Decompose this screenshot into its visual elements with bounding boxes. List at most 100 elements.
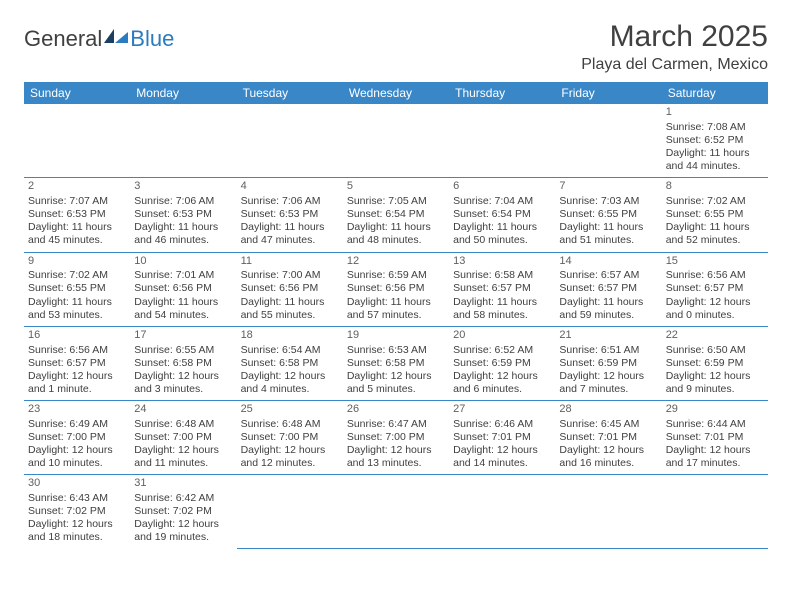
- cell-line: Sunrise: 6:51 AM: [559, 344, 657, 357]
- cell-line: and 0 minutes.: [666, 309, 764, 322]
- calendar-cell: 11Sunrise: 7:00 AMSunset: 6:56 PMDayligh…: [237, 252, 343, 326]
- cell-line: and 51 minutes.: [559, 234, 657, 247]
- calendar-week-row: 30Sunrise: 6:43 AMSunset: 7:02 PMDayligh…: [24, 475, 768, 549]
- cell-line: Sunrise: 6:58 AM: [453, 269, 551, 282]
- calendar-cell: 17Sunrise: 6:55 AMSunset: 6:58 PMDayligh…: [130, 326, 236, 400]
- cell-line: and 54 minutes.: [134, 309, 232, 322]
- calendar-cell: 1Sunrise: 7:08 AMSunset: 6:52 PMDaylight…: [662, 104, 768, 178]
- logo: General Blue: [24, 26, 174, 52]
- cell-line: and 4 minutes.: [241, 383, 339, 396]
- title-block: March 2025 Playa del Carmen, Mexico: [581, 20, 768, 74]
- calendar-cell: 26Sunrise: 6:47 AMSunset: 7:00 PMDayligh…: [343, 401, 449, 475]
- cell-line: Sunrise: 6:53 AM: [347, 344, 445, 357]
- cell-line: Sunset: 7:00 PM: [241, 431, 339, 444]
- calendar-cell: 10Sunrise: 7:01 AMSunset: 6:56 PMDayligh…: [130, 252, 236, 326]
- day-number: 14: [559, 255, 657, 269]
- cell-line: and 19 minutes.: [134, 531, 232, 544]
- cell-line: Daylight: 12 hours: [241, 370, 339, 383]
- calendar-week-row: 1Sunrise: 7:08 AMSunset: 6:52 PMDaylight…: [24, 104, 768, 178]
- calendar-cell: 2Sunrise: 7:07 AMSunset: 6:53 PMDaylight…: [24, 178, 130, 252]
- cell-line: Sunset: 6:53 PM: [28, 208, 126, 221]
- cell-line: Daylight: 11 hours: [453, 221, 551, 234]
- day-number: 30: [28, 477, 126, 491]
- cell-line: and 55 minutes.: [241, 309, 339, 322]
- calendar-cell: [555, 475, 661, 549]
- cell-line: Sunset: 6:57 PM: [559, 282, 657, 295]
- day-number: 21: [559, 329, 657, 343]
- calendar-table: Sunday Monday Tuesday Wednesday Thursday…: [24, 82, 768, 549]
- cell-line: Sunset: 6:57 PM: [666, 282, 764, 295]
- cell-line: Sunrise: 6:50 AM: [666, 344, 764, 357]
- weekday-header: Tuesday: [237, 82, 343, 104]
- cell-line: Daylight: 12 hours: [134, 518, 232, 531]
- cell-line: and 47 minutes.: [241, 234, 339, 247]
- cell-line: Daylight: 11 hours: [666, 147, 764, 160]
- header: General Blue March 2025 Playa del Carmen…: [24, 20, 768, 74]
- cell-line: Sunset: 6:58 PM: [134, 357, 232, 370]
- cell-line: Sunrise: 6:55 AM: [134, 344, 232, 357]
- calendar-cell: 9Sunrise: 7:02 AMSunset: 6:55 PMDaylight…: [24, 252, 130, 326]
- calendar-body: 1Sunrise: 7:08 AMSunset: 6:52 PMDaylight…: [24, 104, 768, 549]
- day-number: 23: [28, 403, 126, 417]
- cell-line: Sunrise: 7:01 AM: [134, 269, 232, 282]
- calendar-cell: 12Sunrise: 6:59 AMSunset: 6:56 PMDayligh…: [343, 252, 449, 326]
- calendar-cell: 20Sunrise: 6:52 AMSunset: 6:59 PMDayligh…: [449, 326, 555, 400]
- calendar-cell: 7Sunrise: 7:03 AMSunset: 6:55 PMDaylight…: [555, 178, 661, 252]
- cell-line: Sunrise: 6:59 AM: [347, 269, 445, 282]
- cell-line: Sunrise: 6:56 AM: [28, 344, 126, 357]
- cell-line: and 6 minutes.: [453, 383, 551, 396]
- cell-line: Daylight: 12 hours: [28, 370, 126, 383]
- cell-line: Sunset: 6:56 PM: [347, 282, 445, 295]
- cell-line: Sunrise: 7:07 AM: [28, 195, 126, 208]
- page-title: March 2025: [581, 20, 768, 54]
- cell-line: Sunrise: 7:05 AM: [347, 195, 445, 208]
- cell-line: and 13 minutes.: [347, 457, 445, 470]
- day-number: 9: [28, 255, 126, 269]
- cell-line: and 7 minutes.: [559, 383, 657, 396]
- cell-line: Sunset: 6:59 PM: [453, 357, 551, 370]
- day-number: 6: [453, 180, 551, 194]
- cell-line: Sunset: 6:58 PM: [347, 357, 445, 370]
- cell-line: Sunset: 6:59 PM: [559, 357, 657, 370]
- day-number: 22: [666, 329, 764, 343]
- calendar-cell: [555, 104, 661, 178]
- day-number: 20: [453, 329, 551, 343]
- calendar-cell: [130, 104, 236, 178]
- calendar-week-row: 2Sunrise: 7:07 AMSunset: 6:53 PMDaylight…: [24, 178, 768, 252]
- cell-line: Daylight: 12 hours: [28, 444, 126, 457]
- calendar-cell: [343, 475, 449, 549]
- calendar-cell: 18Sunrise: 6:54 AMSunset: 6:58 PMDayligh…: [237, 326, 343, 400]
- day-number: 3: [134, 180, 232, 194]
- logo-text-1: General: [24, 26, 102, 52]
- calendar-cell: 31Sunrise: 6:42 AMSunset: 7:02 PMDayligh…: [130, 475, 236, 549]
- cell-line: Sunrise: 7:00 AM: [241, 269, 339, 282]
- cell-line: Sunrise: 7:03 AM: [559, 195, 657, 208]
- cell-line: Sunset: 7:00 PM: [28, 431, 126, 444]
- cell-line: Sunrise: 6:47 AM: [347, 418, 445, 431]
- cell-line: Sunrise: 7:04 AM: [453, 195, 551, 208]
- cell-line: Daylight: 12 hours: [28, 518, 126, 531]
- calendar-cell: 13Sunrise: 6:58 AMSunset: 6:57 PMDayligh…: [449, 252, 555, 326]
- day-number: 24: [134, 403, 232, 417]
- cell-line: Sunset: 7:00 PM: [347, 431, 445, 444]
- day-number: 28: [559, 403, 657, 417]
- day-number: 7: [559, 180, 657, 194]
- day-number: 12: [347, 255, 445, 269]
- cell-line: and 9 minutes.: [666, 383, 764, 396]
- day-number: 11: [241, 255, 339, 269]
- cell-line: Daylight: 12 hours: [666, 296, 764, 309]
- calendar-cell: 19Sunrise: 6:53 AMSunset: 6:58 PMDayligh…: [343, 326, 449, 400]
- cell-line: Sunset: 7:01 PM: [453, 431, 551, 444]
- calendar-cell: 29Sunrise: 6:44 AMSunset: 7:01 PMDayligh…: [662, 401, 768, 475]
- cell-line: Sunrise: 7:02 AM: [28, 269, 126, 282]
- cell-line: Sunset: 6:56 PM: [241, 282, 339, 295]
- day-number: 13: [453, 255, 551, 269]
- logo-text-2: Blue: [130, 26, 174, 52]
- day-number: 4: [241, 180, 339, 194]
- cell-line: and 11 minutes.: [134, 457, 232, 470]
- calendar-cell: 16Sunrise: 6:56 AMSunset: 6:57 PMDayligh…: [24, 326, 130, 400]
- cell-line: Daylight: 11 hours: [28, 296, 126, 309]
- calendar-week-row: 23Sunrise: 6:49 AMSunset: 7:00 PMDayligh…: [24, 401, 768, 475]
- cell-line: Daylight: 12 hours: [559, 444, 657, 457]
- cell-line: Sunset: 6:57 PM: [28, 357, 126, 370]
